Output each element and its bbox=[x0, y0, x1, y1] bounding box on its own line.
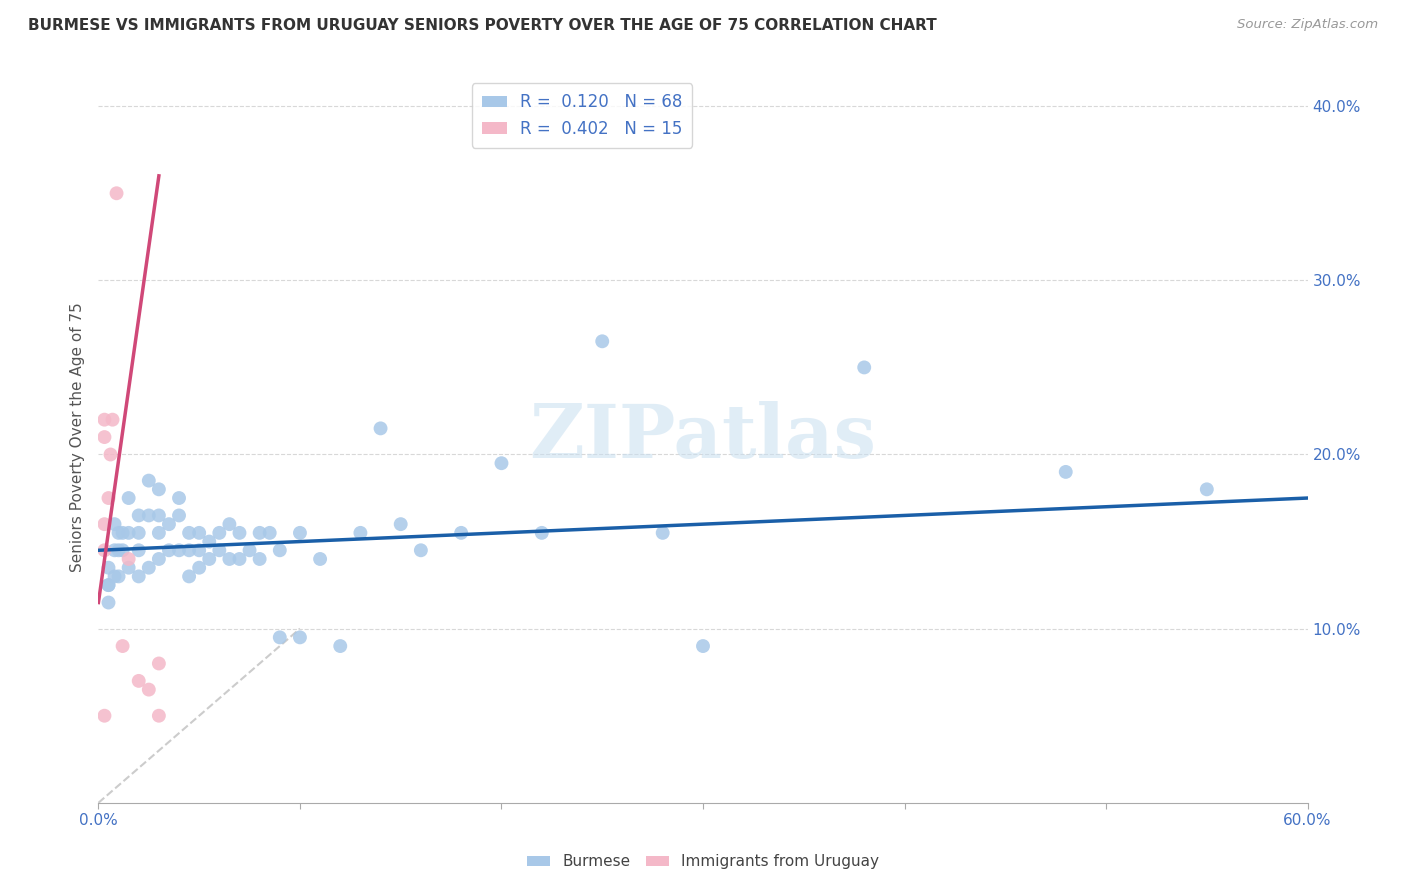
Point bbox=[269, 543, 291, 558]
Point bbox=[651, 525, 673, 540]
Legend: R =  0.120   N = 68, R =  0.402   N = 15: R = 0.120 N = 68, R = 0.402 N = 15 bbox=[472, 83, 692, 148]
Point bbox=[97, 578, 120, 592]
Point bbox=[167, 543, 190, 558]
Point bbox=[118, 552, 141, 566]
Point bbox=[157, 517, 180, 532]
Point bbox=[118, 491, 141, 505]
Point bbox=[97, 578, 120, 592]
Point bbox=[188, 560, 211, 574]
Point bbox=[188, 543, 211, 558]
Point bbox=[111, 525, 134, 540]
Point bbox=[148, 483, 170, 497]
Point bbox=[198, 552, 221, 566]
Point bbox=[138, 560, 160, 574]
Point bbox=[228, 525, 250, 540]
Point bbox=[93, 430, 115, 444]
Point bbox=[93, 517, 115, 532]
Point bbox=[105, 186, 128, 201]
Point bbox=[97, 491, 120, 505]
Point bbox=[491, 456, 513, 470]
Point bbox=[128, 525, 150, 540]
Point bbox=[1195, 483, 1218, 497]
Point bbox=[111, 543, 134, 558]
Point bbox=[167, 491, 190, 505]
Point bbox=[103, 517, 125, 532]
Point bbox=[138, 508, 160, 523]
Point bbox=[370, 421, 392, 435]
Point bbox=[228, 552, 250, 566]
Point bbox=[249, 552, 271, 566]
Point bbox=[239, 543, 262, 558]
Y-axis label: Seniors Poverty Over the Age of 75: Seniors Poverty Over the Age of 75 bbox=[69, 302, 84, 572]
Point bbox=[198, 534, 221, 549]
Point bbox=[177, 543, 201, 558]
Point bbox=[111, 639, 134, 653]
Point bbox=[97, 560, 120, 574]
Point bbox=[692, 639, 714, 653]
Point bbox=[218, 517, 240, 532]
Point bbox=[97, 595, 120, 609]
Point bbox=[208, 543, 231, 558]
Point bbox=[188, 525, 211, 540]
Point bbox=[288, 631, 311, 645]
Point bbox=[138, 682, 160, 697]
Point bbox=[157, 543, 180, 558]
Point bbox=[103, 543, 125, 558]
Point bbox=[218, 552, 240, 566]
Point bbox=[349, 525, 371, 540]
Point bbox=[118, 560, 141, 574]
Point bbox=[107, 543, 129, 558]
Point bbox=[118, 525, 141, 540]
Point bbox=[128, 543, 150, 558]
Point bbox=[1054, 465, 1077, 479]
Point bbox=[148, 508, 170, 523]
Point bbox=[148, 708, 170, 723]
Text: Source: ZipAtlas.com: Source: ZipAtlas.com bbox=[1237, 18, 1378, 31]
Text: BURMESE VS IMMIGRANTS FROM URUGUAY SENIORS POVERTY OVER THE AGE OF 75 CORRELATIO: BURMESE VS IMMIGRANTS FROM URUGUAY SENIO… bbox=[28, 18, 936, 33]
Legend: Burmese, Immigrants from Uruguay: Burmese, Immigrants from Uruguay bbox=[522, 848, 884, 875]
Point bbox=[107, 569, 129, 583]
Point bbox=[167, 508, 190, 523]
Point bbox=[148, 552, 170, 566]
Point bbox=[409, 543, 432, 558]
Text: ZIPatlas: ZIPatlas bbox=[530, 401, 876, 474]
Point bbox=[530, 525, 553, 540]
Point bbox=[249, 525, 271, 540]
Point bbox=[450, 525, 472, 540]
Point bbox=[128, 673, 150, 688]
Point bbox=[208, 525, 231, 540]
Point bbox=[93, 708, 115, 723]
Point bbox=[107, 525, 129, 540]
Point bbox=[103, 569, 125, 583]
Point bbox=[288, 525, 311, 540]
Point bbox=[389, 517, 412, 532]
Point bbox=[269, 631, 291, 645]
Point bbox=[138, 474, 160, 488]
Point bbox=[100, 448, 122, 462]
Point bbox=[148, 525, 170, 540]
Point bbox=[93, 543, 115, 558]
Point bbox=[101, 412, 124, 426]
Point bbox=[853, 360, 876, 375]
Point bbox=[177, 525, 201, 540]
Point bbox=[148, 657, 170, 671]
Point bbox=[128, 569, 150, 583]
Point bbox=[329, 639, 352, 653]
Point bbox=[309, 552, 332, 566]
Point bbox=[177, 569, 201, 583]
Point bbox=[93, 412, 115, 426]
Point bbox=[591, 334, 613, 349]
Point bbox=[128, 508, 150, 523]
Point bbox=[259, 525, 281, 540]
